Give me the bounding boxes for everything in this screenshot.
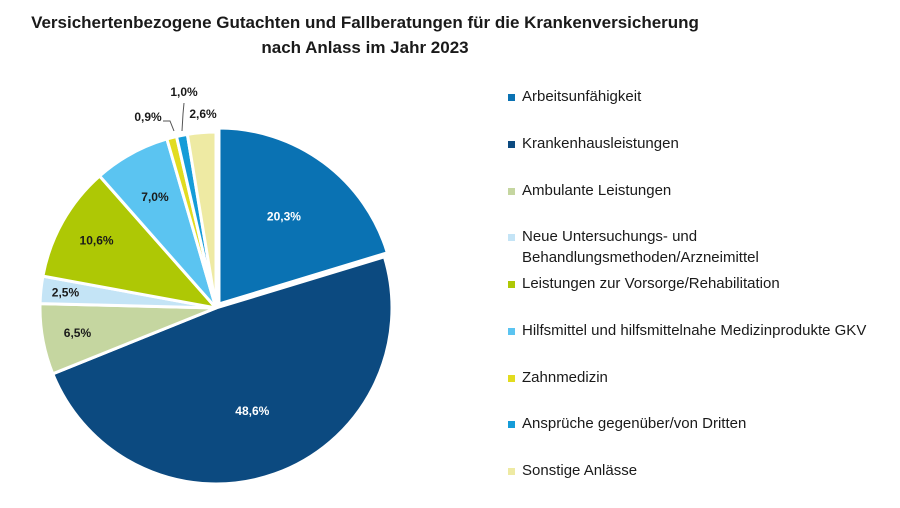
legend-swatch [508,375,515,382]
slice-value-label: 10,6% [80,233,114,247]
chart-title-line-2: nach Anlass im Jahr 2023 [261,38,469,57]
legend-swatch [508,421,515,428]
legend-label: Sonstige Anlässe [522,462,638,479]
pie-slice [217,126,389,306]
legend-swatch [508,234,515,241]
legend-swatch [508,94,515,101]
slice-value-label: 1,0% [170,85,198,99]
leader-line [163,120,175,132]
legend-swatch [508,141,515,148]
legend-label: Ansprüche gegenüber/von Dritten [522,415,747,432]
pie-slice [51,255,394,486]
slice-value-label: 7,0% [141,190,169,204]
pie-slice [41,174,218,310]
legend-label: Leistungen zur Vorsorge/Rehabilitation [522,275,780,292]
chart-title: Versichertenbezogene Gutachten und Fallb… [0,10,730,60]
leader-line [181,102,185,132]
legend-swatch [508,328,515,335]
legend-label: Krankenhausleistungen [522,135,679,152]
chart-title-line-1: Versichertenbezogene Gutachten und Fallb… [31,13,699,32]
legend-swatch [508,468,515,475]
legend-swatch [508,188,515,195]
slice-value-label: 2,6% [189,107,217,121]
legend-label: Hilfsmittel und hilfsmittelnahe Medizinp… [522,322,867,339]
legend-swatch [508,281,515,288]
slice-value-label: 48,6% [235,404,269,418]
slice-value-label: 20,3% [267,209,301,223]
slice-value-label: 0,9% [134,110,162,124]
legend-label: Zahnmedizin [522,369,608,386]
legend-label: Ambulante Leistungen [522,182,672,199]
legend-label: Neue Untersuchungs- und Behandlungsmethod… [522,228,759,266]
legend-label: Arbeitsunfähigkeit [522,88,642,105]
slice-value-label: 6,5% [64,326,92,340]
pie-slice [185,130,218,310]
slice-value-label: 2,5% [52,285,80,299]
